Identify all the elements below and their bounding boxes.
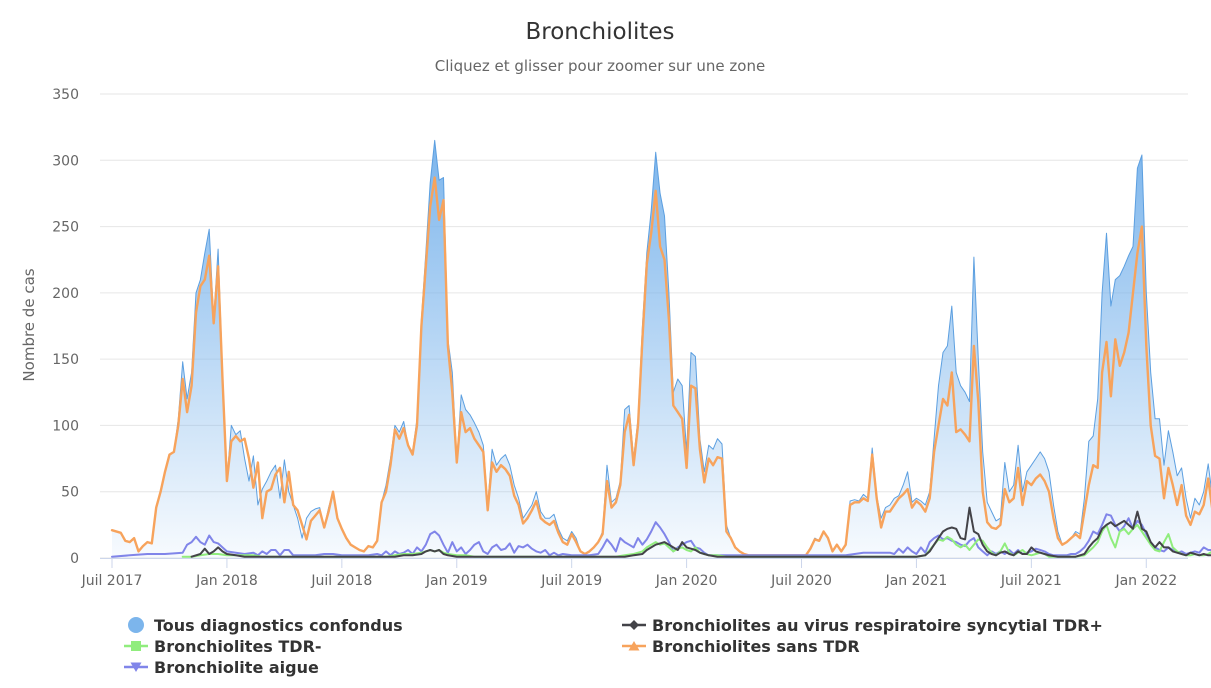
square-icon	[131, 641, 141, 651]
x-tick-label: Jan 2021	[885, 573, 948, 589]
series-line-bronchiolites-sans-tdr[interactable]	[110, 176, 1211, 557]
series-line-bronchiolite-aigue[interactable]	[111, 513, 1211, 558]
x-tick-label: Jan 2018	[195, 573, 258, 589]
diamond-icon	[629, 620, 639, 630]
x-axis-ticks: Juil 2017 Jan 2018 Juil 2018 Jan 2019 Juil 2…	[81, 558, 1177, 589]
x-tick-label: Juil 2019	[540, 573, 602, 589]
x-tick-label: Juil 2020	[770, 573, 832, 589]
chart-subtitle: Cliquez et glisser pour zoomer sur une z…	[435, 57, 765, 75]
legend[interactable]: Tous diagnostics confondus Bronchiolites …	[124, 616, 1103, 677]
y-axis-ticks: 0 50 100 150 200 250 300 350	[52, 87, 79, 567]
x-tick-label: Juil 2018	[310, 573, 372, 589]
y-tick-label: 350	[52, 87, 79, 103]
y-tick-label: 200	[52, 286, 79, 302]
x-tick-label: Jan 2022	[1114, 573, 1177, 589]
series-area-tous-diagnostics-confondus[interactable]	[112, 140, 1211, 558]
y-tick-label: 150	[52, 352, 79, 368]
y-tick-label: 50	[61, 485, 79, 501]
legend-item-neg[interactable]: Bronchiolites TDR-	[124, 637, 322, 656]
triangle-icon	[628, 641, 640, 651]
triangle-down-icon	[130, 662, 142, 672]
y-tick-label: 250	[52, 220, 79, 236]
legend-label: Bronchiolites sans TDR	[652, 637, 860, 656]
legend-item-all[interactable]: Tous diagnostics confondus	[128, 616, 403, 635]
series-line-tous-diagnostics-confondus[interactable]	[111, 139, 1211, 556]
y-tick-label: 100	[52, 418, 79, 434]
y-axis-label: Nombre de cas	[20, 268, 38, 381]
legend-label: Tous diagnostics confondus	[154, 616, 403, 635]
legend-item-rsv[interactable]: Bronchiolites au virus respiratoire sync…	[622, 616, 1103, 635]
legend-item-aigue[interactable]: Bronchiolite aigue	[124, 658, 319, 677]
y-tick-label: 300	[52, 153, 79, 169]
legend-label: Bronchiolite aigue	[154, 658, 319, 677]
x-tick-label: Juil 2021	[1000, 573, 1062, 589]
chart-title: Bronchiolites	[526, 19, 675, 45]
x-tick-label: Jan 2020	[655, 573, 718, 589]
legend-item-sans[interactable]: Bronchiolites sans TDR	[622, 637, 860, 656]
legend-label: Bronchiolites au virus respiratoire sync…	[652, 616, 1103, 635]
plot-area[interactable]	[110, 139, 1211, 558]
circle-icon	[128, 617, 144, 633]
y-tick-label: 0	[70, 551, 79, 567]
x-tick-label: Jan 2019	[425, 573, 488, 589]
x-tick-label: Juil 2017	[81, 573, 143, 589]
series-line-bronchiolites-au-virus-respiratoire-syncytial-tdr[interactable]	[190, 506, 1211, 558]
legend-label: Bronchiolites TDR-	[154, 637, 322, 656]
